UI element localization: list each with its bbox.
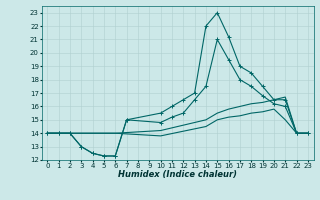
X-axis label: Humidex (Indice chaleur): Humidex (Indice chaleur) xyxy=(118,170,237,179)
